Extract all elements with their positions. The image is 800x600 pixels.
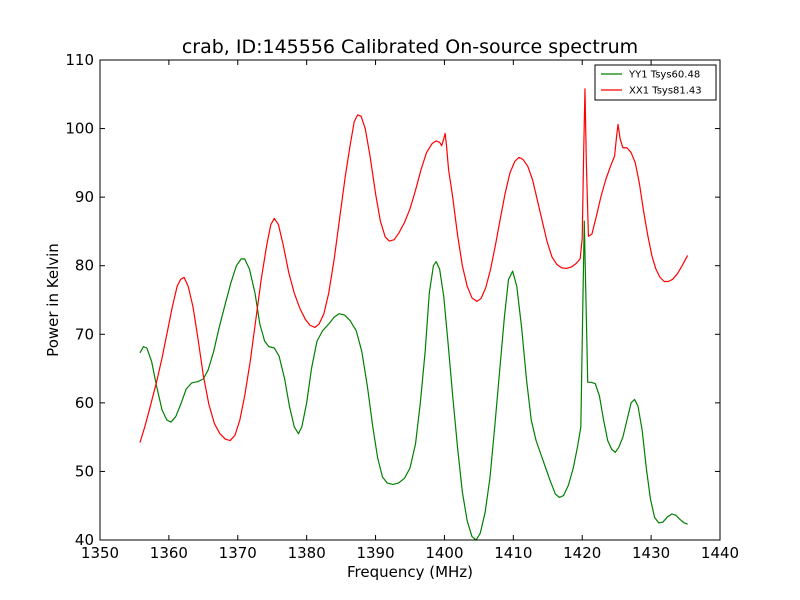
y-tick-label: 100 xyxy=(65,120,94,138)
y-tick-label: 70 xyxy=(75,325,94,343)
x-tick-label: 1360 xyxy=(150,544,188,562)
tick-layer: 1350 1360 1370 1380 1390 1400 1410 1420 1430 1440… xyxy=(65,51,739,562)
x-tick-label: 1440 xyxy=(701,544,739,562)
x-tick-label: 1410 xyxy=(494,544,532,562)
legend-label-yy1: YY1 Tsys60.48 xyxy=(628,70,700,81)
x-tick-label: 1370 xyxy=(219,544,257,562)
legend: YY1 Tsys60.48 XX1 Tsys81.43 xyxy=(594,64,717,101)
y-tick-label: 60 xyxy=(75,394,94,412)
y-axis-label: Power in Kelvin xyxy=(44,243,62,357)
legend-label-xx1: XX1 Tsys81.43 xyxy=(629,86,702,97)
y-tick-label: 50 xyxy=(75,462,94,480)
y-tick-label: 110 xyxy=(65,51,94,69)
y-tick-label: 90 xyxy=(75,188,94,206)
x-tick-label: 1430 xyxy=(632,544,670,562)
y-tick-label: 40 xyxy=(75,531,94,549)
series-layer xyxy=(139,88,689,541)
x-tick-label: 1390 xyxy=(356,544,394,562)
x-axis-label: Frequency (MHz) xyxy=(347,563,473,581)
x-tick-label: 1420 xyxy=(563,544,601,562)
y-tick-label: 80 xyxy=(75,257,94,275)
legend-box xyxy=(594,64,717,101)
series-line-xx1 xyxy=(139,88,689,443)
plot-frame xyxy=(99,59,721,541)
series-line-yy1 xyxy=(139,220,688,541)
x-tick-label: 1380 xyxy=(288,544,326,562)
x-tick-label: 1350 xyxy=(81,544,119,562)
chart-title: crab, ID:145556 Calibrated On-source spe… xyxy=(182,36,638,58)
x-tick-label: 1400 xyxy=(425,544,463,562)
